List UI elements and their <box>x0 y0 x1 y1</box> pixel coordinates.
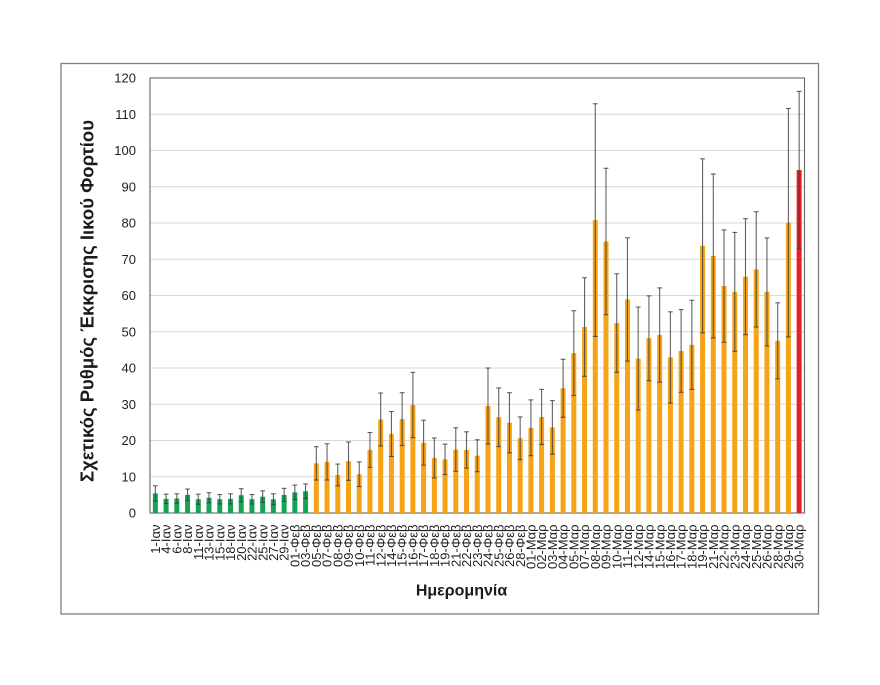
svg-text:10-Φεβ: 10-Φεβ <box>352 525 367 567</box>
svg-text:25-Φεβ: 25-Φεβ <box>491 525 506 567</box>
svg-text:40: 40 <box>122 361 136 376</box>
svg-text:01-Φεβ: 01-Φεβ <box>287 525 302 567</box>
svg-text:60: 60 <box>122 288 136 303</box>
svg-text:11-Ιαν: 11-Ιαν <box>191 525 206 560</box>
svg-text:Σχετικός Ρυθμός Έκκρισης Ιικού: Σχετικός Ρυθμός Έκκρισης Ιικού Φορτίου <box>77 120 98 482</box>
svg-text:12-Φεβ: 12-Φεβ <box>373 525 388 567</box>
svg-text:11-Μαρ: 11-Μαρ <box>620 525 635 569</box>
svg-text:4-Ιαν: 4-Ιαν <box>159 525 174 554</box>
svg-text:23-Μαρ: 23-Μαρ <box>727 525 742 570</box>
svg-text:24-Φεβ: 24-Φεβ <box>481 525 496 567</box>
svg-text:17-Φεβ: 17-Φεβ <box>416 525 431 567</box>
svg-text:08-Φεβ: 08-Φεβ <box>330 525 345 567</box>
svg-text:26-Μαρ: 26-Μαρ <box>760 525 775 570</box>
svg-text:90: 90 <box>122 179 136 194</box>
svg-text:21-Φεβ: 21-Φεβ <box>448 525 463 567</box>
svg-text:15-Μαρ: 15-Μαρ <box>652 525 667 570</box>
svg-text:26-Φεβ: 26-Φεβ <box>502 525 517 567</box>
svg-text:14-Φεβ: 14-Φεβ <box>384 525 399 567</box>
svg-text:15-Φεβ: 15-Φεβ <box>395 525 410 567</box>
svg-text:07-Φεβ: 07-Φεβ <box>320 525 335 567</box>
svg-text:24-Μαρ: 24-Μαρ <box>738 525 753 570</box>
svg-text:07-Μαρ: 07-Μαρ <box>577 525 592 570</box>
svg-text:04-Μαρ: 04-Μαρ <box>556 525 571 570</box>
svg-text:18-Μαρ: 18-Μαρ <box>684 525 699 570</box>
svg-text:05-Φεβ: 05-Φεβ <box>309 525 324 567</box>
svg-text:09-Μαρ: 09-Μαρ <box>599 525 614 570</box>
svg-text:28-Μαρ: 28-Μαρ <box>770 525 785 570</box>
svg-text:100: 100 <box>114 143 136 158</box>
svg-text:1-Ιαν: 1-Ιαν <box>148 525 163 554</box>
svg-text:10-Μαρ: 10-Μαρ <box>609 525 624 570</box>
svg-text:30: 30 <box>122 397 136 412</box>
svg-text:17-Μαρ: 17-Μαρ <box>674 525 689 570</box>
svg-text:09-Φεβ: 09-Φεβ <box>341 525 356 567</box>
svg-text:22-Μαρ: 22-Μαρ <box>717 525 732 570</box>
svg-text:03-Μαρ: 03-Μαρ <box>545 525 560 570</box>
svg-text:12-Μαρ: 12-Μαρ <box>631 525 646 570</box>
svg-text:20: 20 <box>122 433 136 448</box>
svg-text:11-Φεβ: 11-Φεβ <box>363 525 378 566</box>
svg-text:10: 10 <box>122 469 136 484</box>
svg-text:110: 110 <box>115 107 136 122</box>
svg-text:18-Ιαν: 18-Ιαν <box>223 525 238 561</box>
svg-text:70: 70 <box>122 252 136 267</box>
svg-text:Ημερομηνία: Ημερομηνία <box>416 583 508 600</box>
svg-text:25-Ιαν: 25-Ιαν <box>255 525 270 561</box>
svg-text:19-Φεβ: 19-Φεβ <box>438 525 453 567</box>
svg-text:50: 50 <box>122 324 136 339</box>
svg-text:20-Ιαν: 20-Ιαν <box>234 525 249 561</box>
svg-text:22-Ιαν: 22-Ιαν <box>245 525 260 561</box>
svg-text:16-Φεβ: 16-Φεβ <box>405 525 420 567</box>
svg-text:6-Ιαν: 6-Ιαν <box>169 525 184 554</box>
svg-text:0: 0 <box>129 506 136 521</box>
svg-text:25-Μαρ: 25-Μαρ <box>749 525 764 570</box>
svg-text:120: 120 <box>114 71 136 86</box>
svg-text:19-Μαρ: 19-Μαρ <box>695 525 710 570</box>
svg-text:18-Φεβ: 18-Φεβ <box>427 525 442 567</box>
svg-text:01-Μαρ: 01-Μαρ <box>524 525 539 570</box>
svg-text:21-Μαρ: 21-Μαρ <box>706 525 721 570</box>
svg-text:23-Φεβ: 23-Φεβ <box>470 525 485 567</box>
svg-text:15-Ιαν: 15-Ιαν <box>212 525 227 561</box>
svg-text:14-Μαρ: 14-Μαρ <box>642 525 657 570</box>
svg-text:80: 80 <box>122 216 136 231</box>
svg-text:30-Μαρ: 30-Μαρ <box>792 525 807 570</box>
svg-text:27-Ιαν: 27-Ιαν <box>266 525 281 561</box>
svg-text:13-Ιαν: 13-Ιαν <box>202 525 217 561</box>
svg-text:29-Μαρ: 29-Μαρ <box>781 525 796 570</box>
svg-text:16-Μαρ: 16-Μαρ <box>663 525 678 570</box>
svg-text:08-Μαρ: 08-Μαρ <box>588 525 603 570</box>
svg-text:22-Φεβ: 22-Φεβ <box>459 525 474 567</box>
svg-text:28-Φεβ: 28-Φεβ <box>513 525 528 567</box>
svg-text:8-Ιαν: 8-Ιαν <box>180 525 195 554</box>
svg-text:03-Φεβ: 03-Φεβ <box>298 525 313 567</box>
svg-text:02-Μαρ: 02-Μαρ <box>534 525 549 570</box>
svg-text:29-Ιαν: 29-Ιαν <box>277 525 292 561</box>
svg-text:05-Μαρ: 05-Μαρ <box>566 525 581 570</box>
